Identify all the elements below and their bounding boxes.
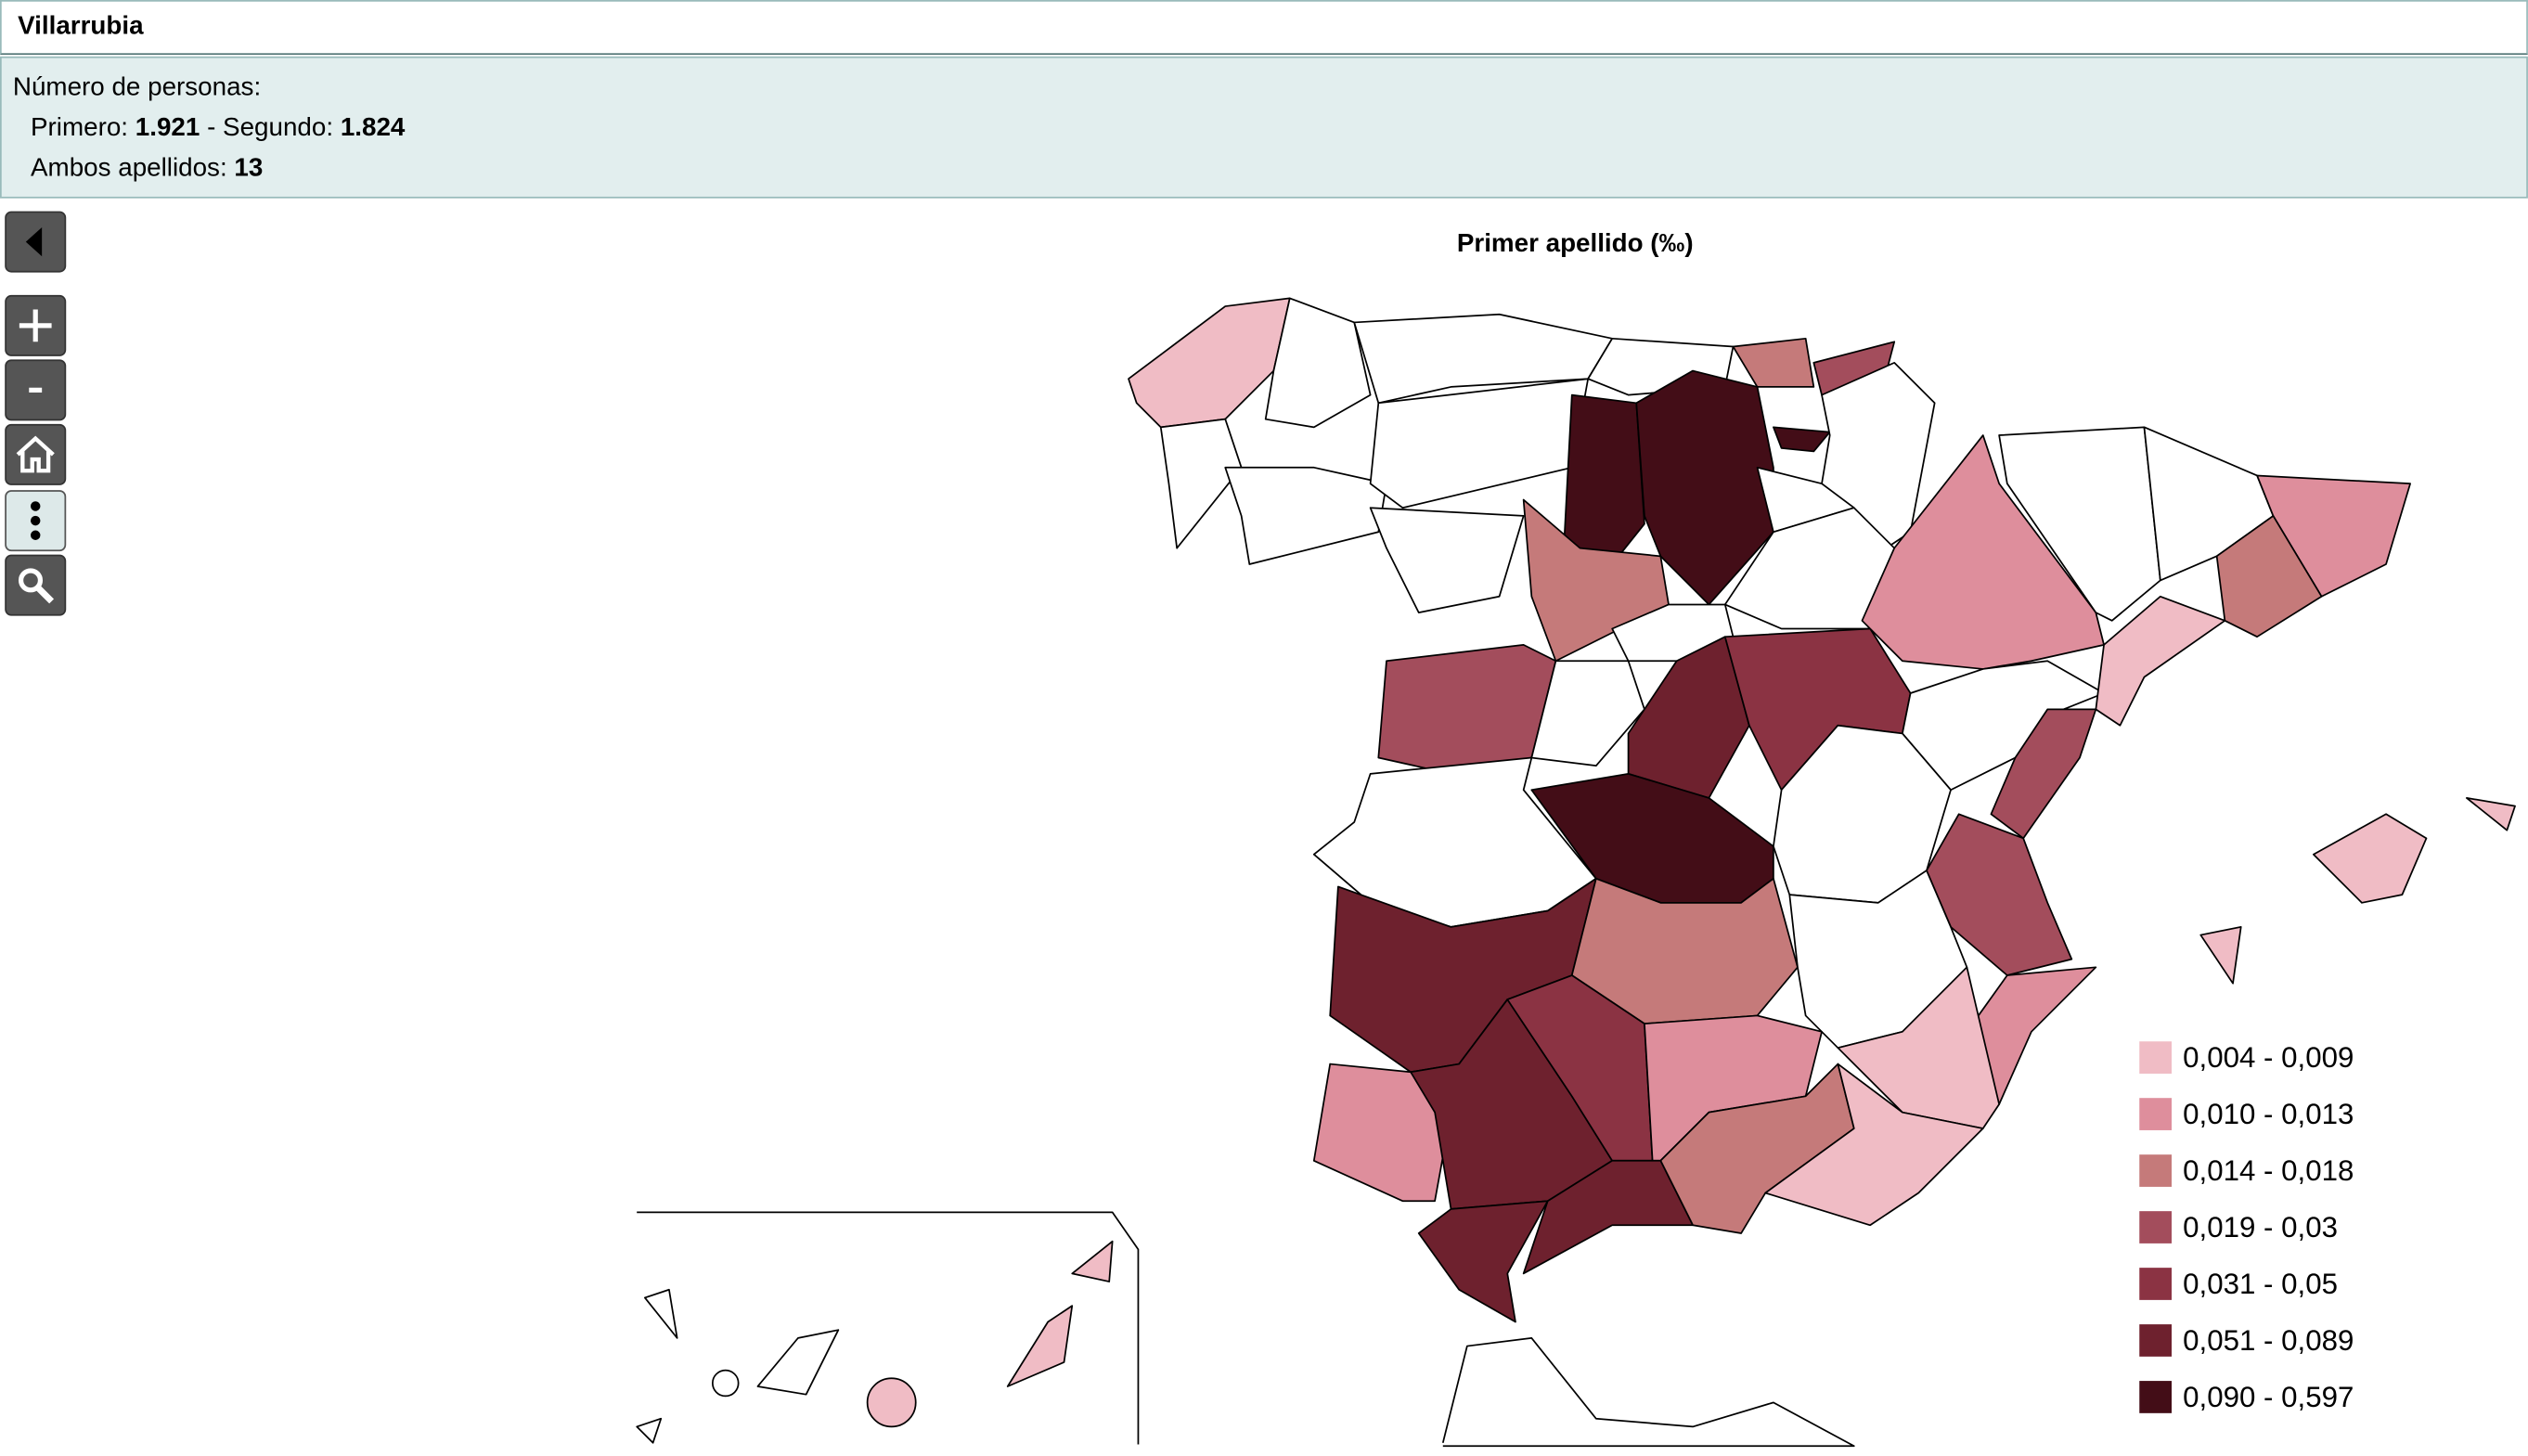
legend-label: 0,090 - 0,597: [2183, 1381, 2354, 1413]
legend-swatch: [2139, 1211, 2173, 1243]
province[interactable]: [1530, 660, 1645, 767]
icon: [19, 309, 52, 342]
icon: [18, 568, 55, 604]
province[interactable]: [1159, 418, 1243, 549]
province[interactable]: [644, 1288, 678, 1339]
summary-heading: Número de personas:: [12, 73, 262, 102]
summary-line: Ambos apellidos: 13: [13, 148, 2526, 188]
collapse-button[interactable]: [5, 211, 67, 273]
legend-swatch: [2139, 1154, 2173, 1187]
home-button[interactable]: [5, 423, 67, 485]
province[interactable]: [636, 1417, 663, 1444]
legend-swatch: [2139, 1098, 2173, 1130]
zoom-in-button[interactable]: [5, 294, 67, 356]
province[interactable]: [2199, 926, 2242, 985]
legend: 0,004 - 0,009 0,010 - 0,013 0,014 - 0,018 0…: [2139, 1041, 2354, 1413]
province[interactable]: [2313, 813, 2428, 904]
province[interactable]: [1369, 378, 1590, 509]
icon: [25, 226, 43, 257]
provinces: [636, 297, 2516, 1448]
label: Primero:: [31, 114, 129, 142]
header-title: Villarrubia: [0, 0, 2528, 56]
legend-swatch: [2139, 1041, 2173, 1074]
province[interactable]: [1732, 337, 1815, 388]
label: Ambos apellidos:: [31, 154, 227, 183]
label: Segundo:: [223, 114, 334, 142]
province[interactable]: [2466, 797, 2516, 831]
legend-swatch: [2139, 1381, 2173, 1413]
legend-label: 0,004 - 0,009: [2183, 1041, 2354, 1074]
province[interactable]: [1563, 393, 1645, 565]
value: 13: [234, 154, 264, 183]
legend-label: 0,051 - 0,089: [2183, 1324, 2354, 1357]
province[interactable]: [637, 1211, 1140, 1445]
province[interactable]: [866, 1377, 917, 1428]
menu-button[interactable]: [5, 490, 67, 552]
province[interactable]: [1006, 1305, 1074, 1387]
province[interactable]: [756, 1329, 840, 1396]
icon: [31, 501, 41, 540]
legend-swatch: [2139, 1268, 2173, 1300]
legend-label: 0,019 - 0,03: [2183, 1211, 2338, 1243]
legend-label: 0,031 - 0,05: [2183, 1268, 2338, 1300]
province[interactable]: [1821, 362, 1936, 549]
province[interactable]: [1128, 297, 1291, 429]
icon: [16, 435, 55, 473]
province[interactable]: [711, 1369, 740, 1398]
map-title: Primer apellido (‰): [1457, 228, 1694, 257]
legend-label: 0,014 - 0,018: [2183, 1154, 2354, 1187]
province[interactable]: [1773, 426, 1831, 453]
search-button[interactable]: [5, 554, 67, 616]
province[interactable]: [1377, 644, 1557, 775]
separator: -: [207, 114, 216, 142]
legend-swatch: [2139, 1324, 2173, 1357]
icon: [29, 387, 43, 393]
province[interactable]: [1764, 1063, 1984, 1227]
province[interactable]: [1861, 434, 2105, 670]
value: 1.921: [135, 114, 200, 142]
province[interactable]: [1224, 466, 1387, 565]
value: 1.824: [340, 114, 406, 142]
province[interactable]: [1417, 1200, 1549, 1323]
summary-line: Primero: 1.921 - Segundo: 1.824: [13, 108, 2526, 148]
zoom-out-button[interactable]: [5, 359, 67, 421]
summary-panel: Número de personas: Primero: 1.921 - Seg…: [0, 56, 2528, 199]
province[interactable]: [1522, 1159, 1694, 1275]
province[interactable]: [1071, 1240, 1114, 1282]
province[interactable]: [1441, 1337, 1855, 1448]
province[interactable]: [1369, 507, 1525, 614]
legend-label: 0,010 - 0,013: [2183, 1098, 2354, 1130]
province[interactable]: [2256, 474, 2411, 598]
province[interactable]: [2215, 515, 2323, 638]
